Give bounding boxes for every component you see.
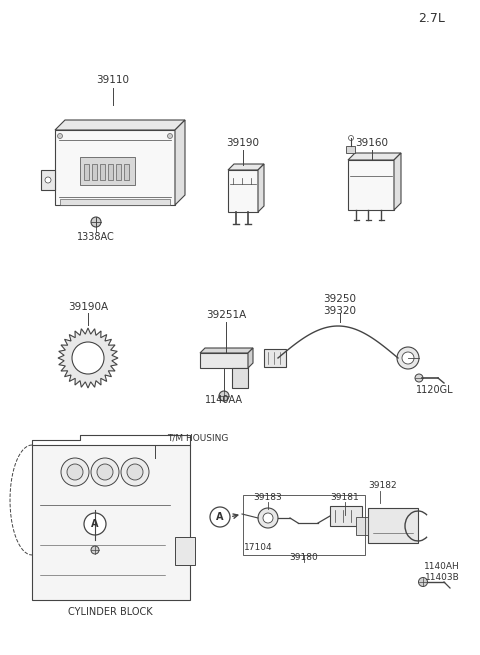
Polygon shape (258, 164, 264, 212)
Circle shape (67, 464, 83, 480)
FancyBboxPatch shape (356, 517, 368, 535)
Polygon shape (55, 120, 185, 130)
Circle shape (263, 513, 273, 523)
Text: 1120GL: 1120GL (416, 385, 454, 395)
Circle shape (91, 546, 99, 554)
Polygon shape (58, 328, 118, 388)
Circle shape (45, 177, 51, 183)
Circle shape (219, 391, 229, 401)
Bar (124, 164, 129, 180)
Polygon shape (348, 153, 401, 160)
Text: 39251A: 39251A (206, 310, 246, 320)
Text: 1140AA: 1140AA (205, 395, 243, 405)
Text: 39183: 39183 (253, 493, 282, 502)
Text: 2.7L: 2.7L (418, 12, 445, 24)
Circle shape (61, 458, 89, 486)
Text: 39110: 39110 (96, 75, 130, 85)
Bar (100, 164, 105, 180)
Text: 39190A: 39190A (68, 302, 108, 312)
Text: 39250
39320: 39250 39320 (324, 294, 357, 316)
Polygon shape (348, 160, 394, 210)
FancyBboxPatch shape (80, 157, 135, 185)
FancyBboxPatch shape (175, 537, 195, 565)
Circle shape (58, 134, 62, 138)
FancyBboxPatch shape (330, 506, 362, 526)
Text: 39190: 39190 (227, 138, 260, 148)
Circle shape (91, 458, 119, 486)
Polygon shape (232, 368, 248, 388)
Circle shape (97, 464, 113, 480)
Circle shape (402, 352, 414, 364)
Polygon shape (200, 348, 253, 353)
Polygon shape (248, 348, 253, 368)
Bar (116, 164, 121, 180)
Circle shape (72, 342, 104, 374)
Circle shape (415, 374, 423, 382)
Polygon shape (346, 146, 355, 153)
Circle shape (168, 134, 172, 138)
Text: 1140AH
11403B: 1140AH 11403B (424, 562, 460, 582)
FancyBboxPatch shape (32, 445, 190, 600)
Bar (84, 164, 89, 180)
Text: T/M HOUSING: T/M HOUSING (167, 434, 228, 443)
Circle shape (121, 458, 149, 486)
FancyBboxPatch shape (368, 508, 418, 543)
Bar (92, 164, 97, 180)
Circle shape (127, 464, 143, 480)
Circle shape (348, 136, 353, 141)
Circle shape (419, 578, 428, 586)
Circle shape (397, 347, 419, 369)
Text: A: A (216, 512, 224, 522)
Text: 17104: 17104 (244, 544, 272, 553)
Polygon shape (228, 164, 264, 170)
Bar (108, 164, 113, 180)
Polygon shape (175, 120, 185, 205)
Circle shape (210, 507, 230, 527)
Polygon shape (228, 170, 258, 212)
Text: 39180: 39180 (289, 553, 318, 561)
Text: 39182: 39182 (369, 481, 397, 489)
Text: A: A (91, 519, 99, 529)
Polygon shape (41, 170, 55, 190)
Text: 39181: 39181 (331, 493, 360, 502)
Text: 1338AC: 1338AC (77, 232, 115, 242)
Circle shape (91, 217, 101, 227)
Text: CYLINDER BLOCK: CYLINDER BLOCK (68, 607, 152, 617)
Polygon shape (55, 130, 175, 205)
Polygon shape (200, 353, 248, 368)
Circle shape (258, 508, 278, 528)
Polygon shape (394, 153, 401, 210)
Circle shape (84, 513, 106, 535)
FancyBboxPatch shape (60, 199, 170, 205)
Text: 39160: 39160 (356, 138, 388, 148)
FancyBboxPatch shape (264, 349, 286, 367)
